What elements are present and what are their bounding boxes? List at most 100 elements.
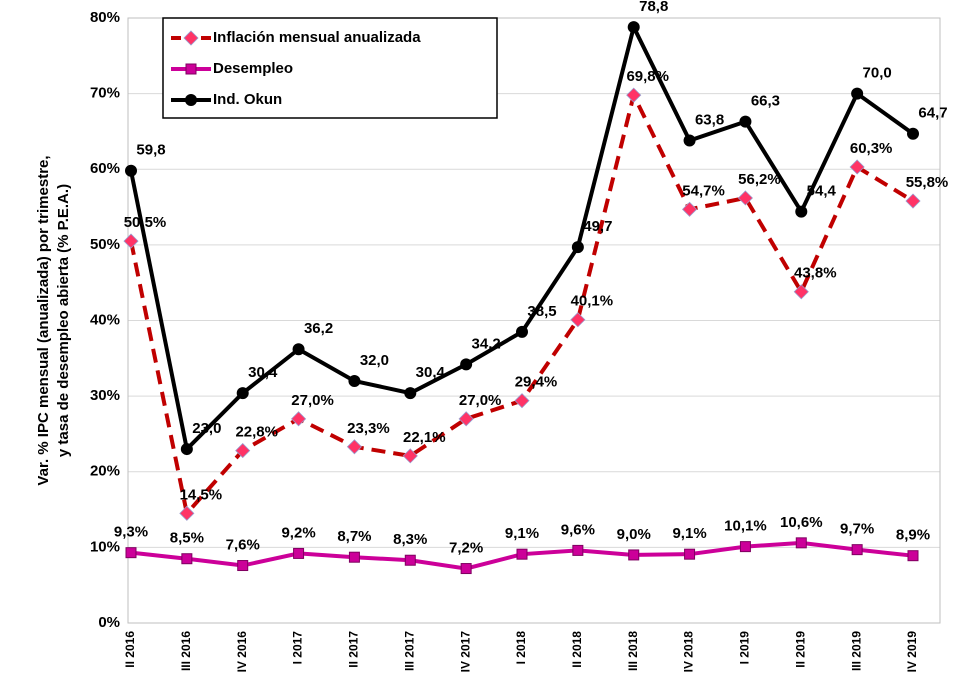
x-tick-label: III 2016 <box>179 631 193 671</box>
marker <box>905 193 921 209</box>
data-label: 70,0 <box>863 65 892 82</box>
y-axis-label: y tasa de desempleo abierta (% P.E.A.) <box>55 184 72 457</box>
legend-label: Ind. Okun <box>213 91 282 108</box>
marker <box>737 190 753 206</box>
marker <box>291 411 307 427</box>
marker <box>402 448 418 464</box>
marker <box>236 387 249 400</box>
data-label: 10,1% <box>724 518 767 535</box>
x-tick-label: II 2017 <box>347 631 361 668</box>
marker <box>348 375 361 387</box>
marker <box>795 537 807 549</box>
marker <box>570 312 586 328</box>
series: 50,5% 14,5% 22,8% 27,0% 23,3% 22,1% 27,0% 29,4%… <box>123 68 949 521</box>
marker <box>795 205 808 218</box>
data-label: 9,1% <box>505 525 539 542</box>
data-label: 59,8 <box>136 142 165 159</box>
legend-box <box>162 17 498 119</box>
marker <box>626 87 642 103</box>
data-label: 60,3% <box>850 140 893 157</box>
data-label: 22,8% <box>235 424 278 441</box>
x-tick-label: II 2018 <box>570 631 584 668</box>
data-label: 9,1% <box>672 525 706 542</box>
data-label: 36,2 <box>304 320 333 337</box>
x-tick-label: III 2017 <box>402 631 416 671</box>
data-label: 23,0 <box>192 420 221 437</box>
x-tick-label: III 2019 <box>849 631 863 671</box>
data-label: 9,3% <box>114 524 148 541</box>
data-label: 66,3 <box>751 93 780 110</box>
marker <box>516 548 528 560</box>
x-tick-label: IV 2018 <box>682 631 696 673</box>
marker <box>125 547 137 559</box>
marker <box>404 387 417 400</box>
marker <box>627 21 640 34</box>
marker <box>793 284 809 300</box>
x-tick-label: IV 2016 <box>235 631 249 673</box>
marker <box>346 439 362 455</box>
y-tick-label: 80% <box>90 9 120 26</box>
y-tick-label: 50% <box>90 236 120 253</box>
marker <box>125 164 137 177</box>
data-label: 7,6% <box>226 536 260 553</box>
data-label: 22,1% <box>403 429 446 446</box>
data-label: 43,8% <box>794 265 837 282</box>
data-label: 9,6% <box>561 521 595 538</box>
data-label: 9,2% <box>281 524 315 541</box>
data-label: 27,0% <box>459 392 502 409</box>
data-label: 14,5% <box>180 486 223 503</box>
marker <box>572 544 584 556</box>
data-label: 30,4 <box>248 364 278 381</box>
marker <box>460 358 473 371</box>
y-tick-label: 40% <box>90 311 120 328</box>
marker <box>684 548 696 560</box>
marker <box>180 443 193 456</box>
x-tick-label: I 2018 <box>514 631 528 665</box>
marker <box>237 560 249 572</box>
marker <box>235 443 251 459</box>
marker <box>907 127 919 140</box>
data-label: 54,7% <box>682 182 725 199</box>
legend-marker <box>183 30 199 46</box>
data-label: 32,0 <box>360 352 389 369</box>
marker <box>293 547 305 559</box>
marker <box>348 551 360 563</box>
series: 59,8 23,0 30,4 36,2 32,0 30,4 34,2 38,5 49,7 78,8… <box>125 0 948 456</box>
marker <box>851 87 864 100</box>
marker <box>460 563 472 575</box>
x-tick-label: III 2018 <box>626 631 640 671</box>
data-label: 30,4 <box>416 364 446 381</box>
legend-marker <box>185 63 197 75</box>
data-label: 78,8 <box>639 0 668 15</box>
y-tick-label: 60% <box>90 160 120 177</box>
data-label: 64,7 <box>918 105 947 122</box>
legend-label: Desempleo <box>213 60 293 77</box>
data-label: 40,1% <box>571 293 614 310</box>
data-label: 8,7% <box>337 528 371 545</box>
legend-marker <box>185 94 197 106</box>
marker <box>739 541 751 553</box>
data-label: 50,5% <box>124 214 167 231</box>
data-label: 8,5% <box>170 530 204 547</box>
marker <box>851 544 863 556</box>
marker <box>682 201 698 217</box>
data-label: 55,8% <box>906 174 949 191</box>
y-tick-label: 10% <box>90 538 120 555</box>
data-label: 9,0% <box>617 526 651 543</box>
marker <box>123 233 139 249</box>
data-label: 8,9% <box>896 527 930 544</box>
data-label: 7,2% <box>449 540 483 557</box>
marker <box>628 549 640 561</box>
marker <box>514 393 530 409</box>
y-tick-label: 70% <box>90 85 120 102</box>
marker <box>181 553 193 565</box>
data-label: 34,2 <box>472 335 501 352</box>
marker <box>179 505 195 521</box>
series: 9,3% 8,5% 7,6% 9,2% 8,7% 8,3% 7,2% 9,1% 9,6% 9,0%… <box>114 514 930 575</box>
marker <box>739 115 752 128</box>
data-label: 23,3% <box>347 420 390 437</box>
y-tick-label: 30% <box>90 387 120 404</box>
data-label: 56,2% <box>738 171 781 188</box>
marker <box>458 411 474 427</box>
